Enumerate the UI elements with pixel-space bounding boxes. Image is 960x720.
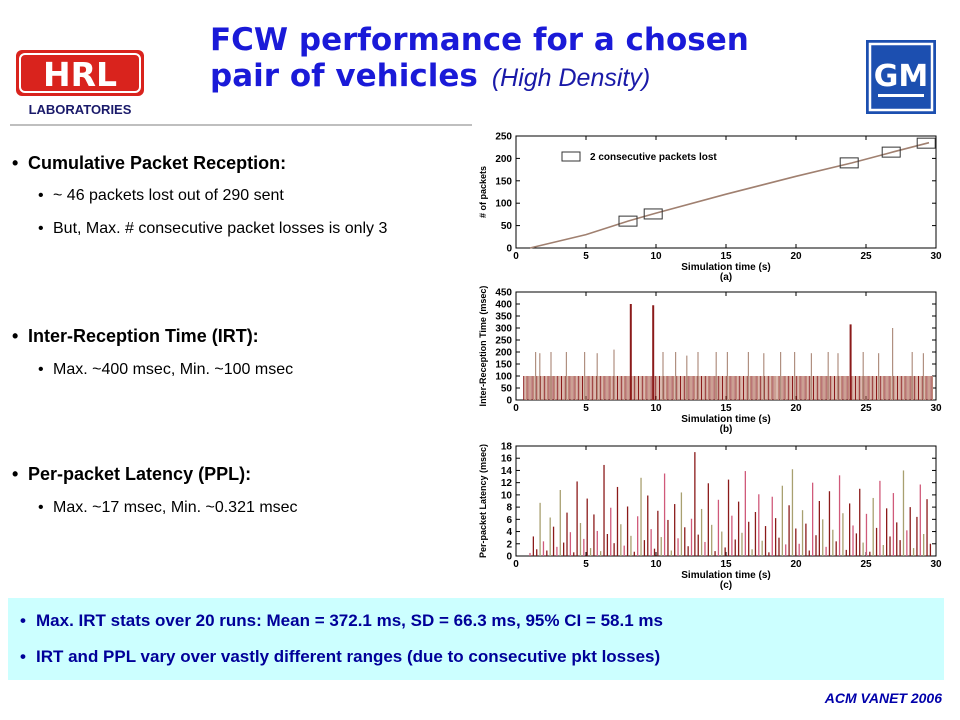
x-tick-label: 5 <box>583 559 589 570</box>
plot-frame <box>515 291 937 401</box>
x-axis-label: Simulation time (s) <box>681 414 770 425</box>
cumulative-packets-line <box>529 141 930 249</box>
x-tick-label: 25 <box>860 251 872 262</box>
bullet-cumulative-reception: Cumulative Packet Reception: <box>10 152 448 174</box>
x-tick-label: 15 <box>720 559 732 570</box>
y-tick-label: 14 <box>501 466 513 477</box>
y-tick-label: 6 <box>506 515 512 526</box>
y-axis-label: Inter-Reception Time (msec) <box>478 286 488 407</box>
y-tick-label: 250 <box>495 132 512 143</box>
y-tick-label: 2 <box>506 539 512 550</box>
y-tick-label: 200 <box>495 348 512 359</box>
x-tick-label: 20 <box>790 403 802 414</box>
y-tick-label: 400 <box>495 300 512 311</box>
loss-marker-box <box>839 157 859 169</box>
x-tick-label: 20 <box>790 251 802 262</box>
y-tick-label: 0 <box>506 396 512 407</box>
x-tick-label: 10 <box>650 251 662 262</box>
y-tick-label: 150 <box>495 360 512 371</box>
slide-title: FCW performance for a chosen pair of veh… <box>210 22 850 96</box>
sub-bullet-packets-lost: ~ 46 packets lost out of 290 sent <box>36 186 437 206</box>
x-tick-label: 25 <box>860 559 872 570</box>
summary-box: Max. IRT stats over 20 runs: Mean = 372.… <box>8 598 944 680</box>
y-tick-label: 0 <box>506 552 512 563</box>
chart-caption: (a) <box>720 272 732 283</box>
loss-marker-box <box>618 215 638 227</box>
x-axis-label: Simulation time (s) <box>681 570 770 581</box>
chart-cumulative-packets: 0 5 10 15 20 25 30 0 50 100 150 200 250 Simulation ti… <box>478 132 942 284</box>
y-tick-label: 16 <box>501 454 513 465</box>
y-tick-label: 8 <box>506 503 512 514</box>
y-axis-label: # of packets <box>478 166 488 218</box>
y-tick-label: 4 <box>506 527 512 538</box>
y-tick-label: 50 <box>501 384 513 395</box>
gm-logo: GM <box>866 40 936 114</box>
x-tick-label: 30 <box>930 251 942 262</box>
sub-bullet-consecutive-losses: But, Max. # consecutive packet losses is… <box>36 219 437 239</box>
x-tick-label: 5 <box>583 251 589 262</box>
chart-inter-reception-time: 0 5 10 15 20 25 30050100150200250300350400450S… <box>478 286 942 435</box>
y-tick-label: 350 <box>495 312 512 323</box>
bullet-ppl: Per-packet Latency (PPL): <box>10 463 448 485</box>
loss-marker-box <box>881 146 901 158</box>
sub-bullet-irt-range: Max. ~400 msec, Min. ~100 msec <box>36 360 437 380</box>
x-tick-label: 10 <box>650 559 662 570</box>
chart-caption: (b) <box>720 424 733 435</box>
y-tick-label: 12 <box>501 478 513 489</box>
y-tick-label: 100 <box>495 372 512 383</box>
x-tick-label: 15 <box>720 251 732 262</box>
title-subtitle: (High Density) <box>491 64 651 92</box>
sub-bullet-ppl-range: Max. ~17 msec, Min. ~0.321 msec <box>36 498 437 518</box>
loss-marker-box <box>916 137 936 149</box>
loss-marker-box <box>643 208 663 220</box>
y-tick-label: 250 <box>495 336 512 347</box>
x-tick-label: 0 <box>513 403 519 414</box>
x-tick-label: 10 <box>650 403 662 414</box>
x-tick-label: 0 <box>513 559 519 570</box>
bullet-irt: Inter-Reception Time (IRT): <box>10 325 448 347</box>
y-tick-label: 450 <box>495 288 512 299</box>
x-axis-label: Simulation time (s) <box>681 262 770 273</box>
y-tick-label: 10 <box>501 490 513 501</box>
x-tick-label: 15 <box>720 403 732 414</box>
legend-marker-box <box>561 151 581 162</box>
chart-caption: (c) <box>720 580 732 591</box>
footer-conference: ACM VANET 2006 <box>824 690 942 706</box>
summary-variation: IRT and PPL vary over vastly different r… <box>18 646 660 668</box>
x-tick-label: 5 <box>583 403 589 414</box>
hrl-logo-text: HRL <box>43 55 117 94</box>
hrl-laboratories-logo: HRL LABORATORIES <box>16 50 144 117</box>
y-tick-label: 200 <box>495 154 512 165</box>
y-tick-label: 50 <box>501 221 513 232</box>
title-line1: FCW performance for a chosen <box>210 22 749 58</box>
x-tick-label: 30 <box>930 403 942 414</box>
y-tick-label: 100 <box>495 199 512 210</box>
y-tick-label: 300 <box>495 324 512 335</box>
y-tick-label: 18 <box>501 442 513 453</box>
hrl-logo-subtext: LABORATORIES <box>29 102 132 117</box>
x-tick-label: 25 <box>860 403 872 414</box>
header-divider <box>10 124 472 126</box>
y-axis-label: Per-packet Latency (msec) <box>478 444 488 558</box>
x-tick-label: 30 <box>930 559 942 570</box>
x-tick-label: 20 <box>790 559 802 570</box>
y-tick-label: 0 <box>506 244 512 255</box>
y-tick-label: 150 <box>495 176 512 187</box>
gm-logo-text: GM <box>874 59 928 94</box>
title-line2: pair of vehicles <box>210 58 478 94</box>
summary-irt-stats: Max. IRT stats over 20 runs: Mean = 372.… <box>18 610 663 632</box>
plot-frame <box>515 135 937 249</box>
legend-label: 2 consecutive packets lost <box>590 152 717 163</box>
x-tick-label: 0 <box>513 251 519 262</box>
